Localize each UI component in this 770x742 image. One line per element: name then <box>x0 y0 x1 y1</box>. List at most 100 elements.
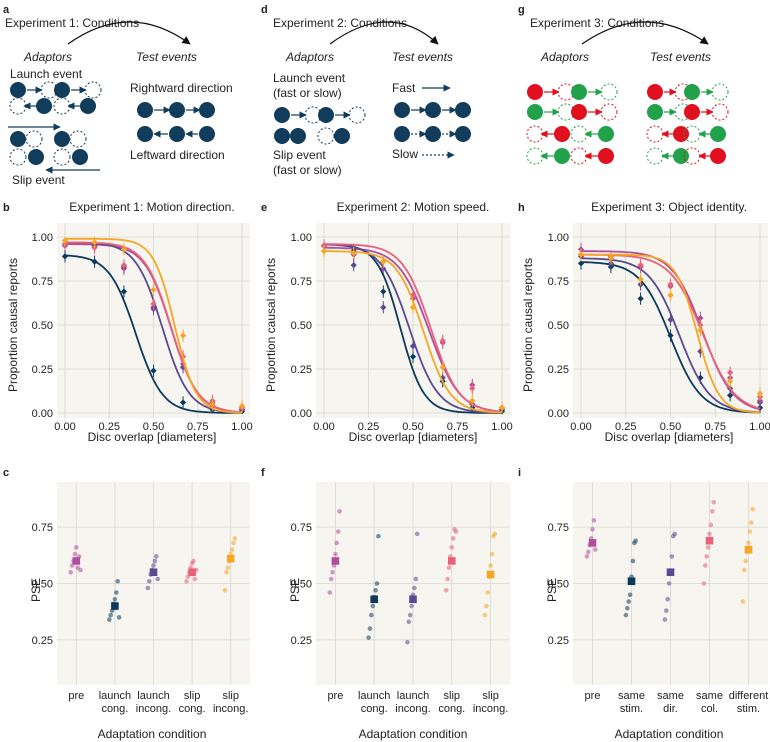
data-point <box>667 281 674 288</box>
participant-point <box>154 554 159 559</box>
x-category-label: different <box>729 690 769 702</box>
x-axis-label: Disc overlap [diameters] <box>605 430 734 444</box>
participant-point <box>335 529 341 534</box>
data-point <box>697 314 704 322</box>
participant-point <box>482 612 488 618</box>
participant-point <box>232 536 238 541</box>
participant-point <box>704 554 709 559</box>
participant-point <box>152 558 158 564</box>
participant-point <box>711 500 716 505</box>
colored-tests-icon <box>646 83 729 165</box>
participant-point <box>222 587 228 593</box>
mean-marker <box>226 554 235 563</box>
participant-point <box>590 527 595 532</box>
y-tick-label: 1.00 <box>548 232 569 244</box>
panel-letter: c <box>3 467 9 479</box>
x-category-label: same <box>618 690 645 702</box>
mean-marker <box>486 570 495 579</box>
data-point <box>350 262 357 269</box>
participant-point <box>333 551 338 557</box>
chart-c: c Adaptation condition PSE 0.25 0.50 0.75 p… <box>3 467 250 741</box>
chart-e: e Experiment 2: Motion speed. Disc overl… <box>261 200 513 444</box>
data-point <box>380 304 387 311</box>
x-category-label: incong. <box>213 703 248 715</box>
participant-point <box>191 558 196 564</box>
chart-title: Experiment 2: Motion speed. <box>337 200 490 214</box>
data-point <box>726 392 734 399</box>
participant-point <box>746 540 751 546</box>
x-tick-label: 0.25 <box>358 421 379 433</box>
x-tick-label: 0.50 <box>660 421 681 433</box>
mean-marker <box>111 602 119 610</box>
x-category-label: pre <box>68 690 84 702</box>
x-category-label: pre <box>585 690 601 702</box>
x-tick-label: 1.00 <box>749 421 770 433</box>
y-tick-label: 0.75 <box>32 522 53 534</box>
participant-point <box>367 626 373 631</box>
participant-point <box>413 576 419 582</box>
x-category-label: slip <box>184 690 201 702</box>
launch-event-icon <box>9 81 102 115</box>
x-tick-label: 0.00 <box>570 421 591 433</box>
data-point <box>380 258 387 265</box>
label-launch-fast-or-slow: (fast or slow) <box>273 86 342 100</box>
participant-point <box>406 619 412 625</box>
x-tick-label: 0.50 <box>402 421 423 433</box>
participant-point <box>701 581 707 586</box>
participant-point <box>630 558 636 564</box>
mean-marker <box>72 557 81 565</box>
participant-point <box>409 603 414 609</box>
participant-point <box>749 520 754 525</box>
participant-point <box>625 606 630 611</box>
x-category-label: same <box>696 690 723 702</box>
schematic-title: Experiment 3: Conditions <box>530 16 664 30</box>
x-category-label: stim. <box>620 703 643 715</box>
chart-title: Experiment 3: Object identity. <box>591 200 747 214</box>
participant-point <box>662 617 668 622</box>
participant-point <box>224 569 229 575</box>
participant-point <box>108 612 113 618</box>
participant-point <box>74 545 79 550</box>
participant-point <box>665 596 670 602</box>
participant-point <box>489 551 495 557</box>
participant-point <box>453 529 459 534</box>
x-axis-label: Disc overlap [diameters] <box>349 430 478 444</box>
participant-point <box>627 592 633 598</box>
participant-point <box>330 569 335 575</box>
participant-point <box>225 565 231 571</box>
data-point <box>667 291 674 299</box>
schematic-a: a Experiment 1: Conditions Adaptors Test… <box>3 4 233 187</box>
data-point <box>469 385 476 392</box>
participant-point <box>708 522 714 528</box>
y-tick-label: 0.25 <box>548 635 569 647</box>
x-axis-label: Adaptation condition <box>615 727 724 741</box>
label-launch-event: Launch event <box>10 67 83 81</box>
mean-marker <box>705 536 714 545</box>
mean-marker <box>409 595 417 604</box>
participant-point <box>374 581 380 586</box>
y-tick-label: 0.75 <box>291 276 312 288</box>
participant-point <box>112 596 118 602</box>
participant-point <box>337 509 342 514</box>
adaptors-heading: Adaptors <box>285 50 334 64</box>
data-point <box>91 239 98 246</box>
mean-marker <box>448 557 456 565</box>
participant-point <box>703 563 708 568</box>
data-point <box>409 304 417 311</box>
participant-point <box>705 545 711 550</box>
colored-adaptors-icon <box>526 83 618 165</box>
y-axis-label: Proportion causal reports <box>264 258 278 392</box>
participant-point <box>114 590 119 595</box>
participant-point <box>672 531 677 537</box>
panel-letter: i <box>518 467 521 479</box>
participant-point <box>229 547 235 552</box>
participant-point <box>184 578 189 584</box>
chart-h: h Experiment 3: Object identity. Disc ov… <box>518 200 770 444</box>
y-tick-label: 0.25 <box>32 635 53 647</box>
x-category-label: launch <box>397 690 429 702</box>
test-events-heading: Test events <box>650 50 711 64</box>
data-point <box>179 332 187 339</box>
participant-point <box>116 615 122 620</box>
participant-point <box>743 558 748 564</box>
participant-point <box>484 603 489 609</box>
